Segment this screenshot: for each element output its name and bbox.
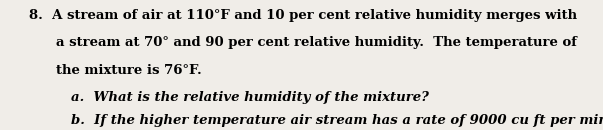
- Text: b.  If the higher temperature air stream has a rate of 9000 cu ft per min,: b. If the higher temperature air stream …: [71, 114, 603, 127]
- Text: a stream at 70° and 90 per cent relative humidity.  The temperature of: a stream at 70° and 90 per cent relative…: [56, 36, 577, 49]
- Text: the mixture is 76°F.: the mixture is 76°F.: [56, 64, 202, 77]
- Text: 8.  A stream of air at 110°F and 10 per cent relative humidity merges with: 8. A stream of air at 110°F and 10 per c…: [29, 9, 577, 22]
- Text: a.  What is the relative humidity of the mixture?: a. What is the relative humidity of the …: [71, 91, 429, 104]
